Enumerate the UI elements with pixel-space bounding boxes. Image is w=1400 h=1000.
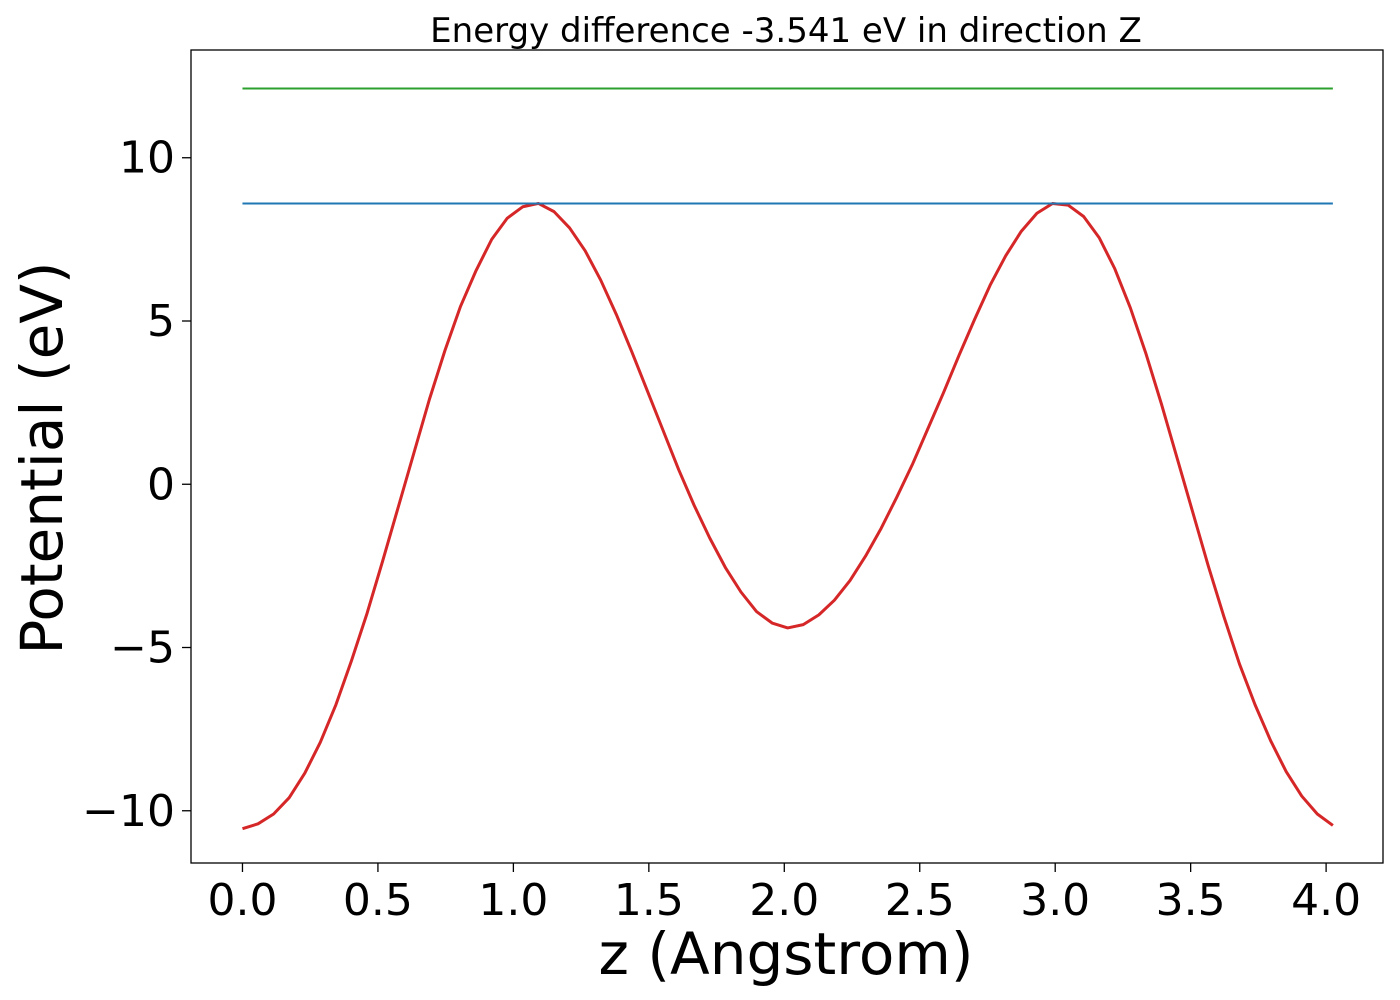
x-tick-label: 0.5 xyxy=(343,875,413,926)
y-tick-label: 10 xyxy=(119,133,175,184)
x-tick-label: 2.0 xyxy=(749,875,819,926)
y-tick-label: 5 xyxy=(147,296,175,347)
x-tick-label: 1.0 xyxy=(478,875,548,926)
y-tick-label: 0 xyxy=(147,459,175,510)
x-tick-label: 3.0 xyxy=(1020,875,1090,926)
chart-title: Energy difference -3.541 eV in direction… xyxy=(430,11,1142,51)
y-tick-label: −5 xyxy=(110,623,175,674)
x-tick-label: 0.0 xyxy=(207,875,277,926)
x-tick-label: 1.5 xyxy=(614,875,684,926)
series-layer xyxy=(242,87,1334,831)
series-line-0 xyxy=(242,201,1334,831)
y-axis-label: Potential (eV) xyxy=(8,261,76,654)
x-tick-label: 4.0 xyxy=(1291,875,1361,926)
y-tick-label: −10 xyxy=(82,786,175,837)
x-axis-ticks: 0.0 0.5 1.0 1.5 2.0 2.5 3.0 3.5 4.0 xyxy=(207,863,1361,926)
x-axis-label: z (Angstrom) xyxy=(599,920,974,988)
x-tick-label: 3.5 xyxy=(1156,875,1226,926)
y-axis-ticks: −10 −5 0 5 10 xyxy=(82,133,191,837)
x-tick-label: 2.5 xyxy=(885,875,955,926)
plot-frame xyxy=(190,49,1384,864)
